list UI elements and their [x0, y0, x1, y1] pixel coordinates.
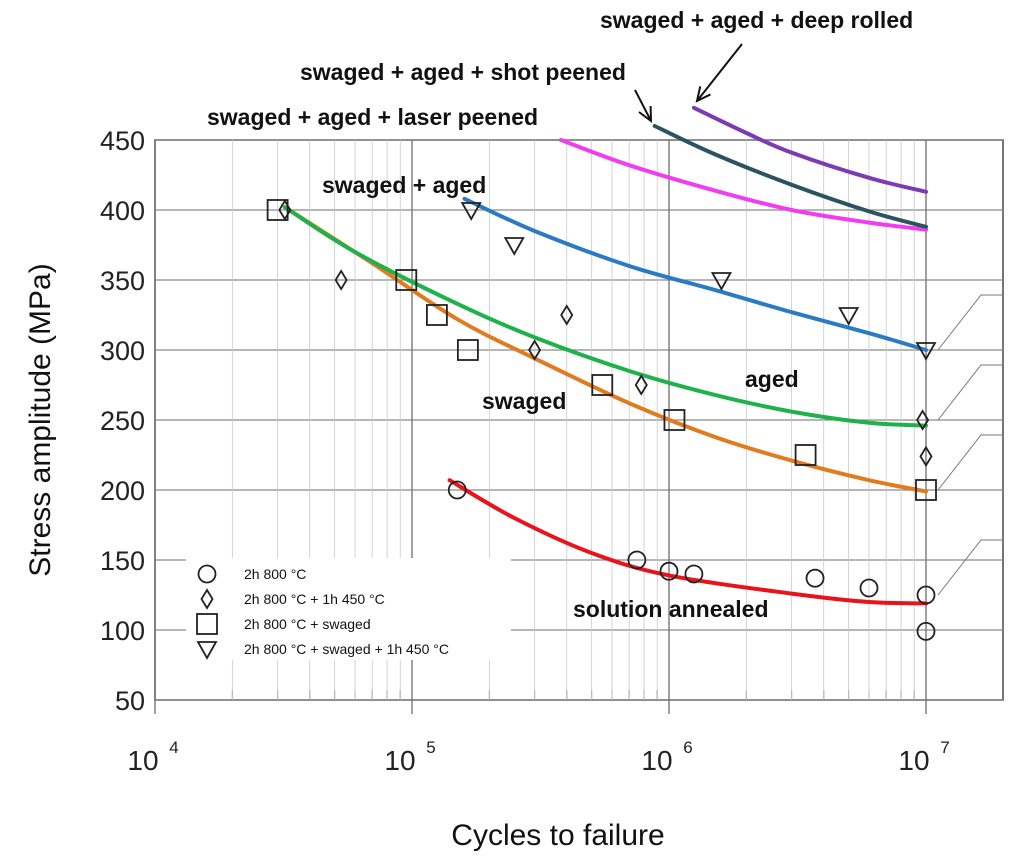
- x-tick-base: 10: [384, 745, 415, 776]
- data-markers: [266, 199, 1003, 641]
- data-point-square: [663, 409, 686, 431]
- curve-label-shot-peened: swaged + aged + shot peened: [300, 59, 626, 85]
- runout-leader: [937, 294, 1003, 351]
- data-point-circle: [916, 585, 936, 605]
- data-point-diamond: [919, 445, 933, 468]
- curve-label-swaged: swaged: [482, 388, 566, 414]
- x-tick-base: 10: [898, 745, 929, 776]
- data-point-triangle-down: [915, 342, 937, 361]
- data-point-triangle-down: [460, 202, 482, 221]
- data-point-circle: [859, 578, 879, 598]
- runout-leader: [937, 434, 1003, 491]
- curve-label-deep-rolled: swaged + aged + deep rolled: [600, 7, 913, 33]
- data-point-square: [266, 199, 289, 221]
- curve-solution-annealed: [447, 478, 928, 606]
- data-point-circle: [659, 561, 679, 581]
- x-axis-title: Cycles to failure: [451, 819, 664, 852]
- data-point-circle: [916, 622, 936, 641]
- data-point-circle: [627, 550, 647, 570]
- label-arrows: [634, 43, 743, 124]
- arrow-deep-rolled: [695, 43, 743, 103]
- y-tick-label: 300: [100, 336, 145, 366]
- grid-layer: [154, 139, 1004, 714]
- curve-aged: [282, 205, 928, 428]
- legend-marker-diamond: [200, 588, 214, 610]
- arrow-head: [638, 105, 653, 124]
- tick-labels: 50 100 150 200 250 300 350 400 450 10 4 10 5 10 6 10 7: [100, 126, 950, 776]
- data-point-square: [395, 269, 418, 291]
- legend-label: 2h 800 °C: [244, 566, 306, 582]
- data-point-diamond: [634, 374, 648, 396]
- data-point-square: [915, 479, 937, 501]
- curve-swaged: [282, 205, 928, 494]
- x-tick-exponent: 7: [940, 738, 949, 757]
- data-point-square: [426, 304, 448, 326]
- legend: 2h 800 °C 2h 800 °C + 1h 450 °C 2h 800 °C …: [186, 558, 511, 660]
- y-tick-label: 250: [100, 406, 145, 436]
- data-point-square: [456, 339, 479, 361]
- legend-marker-triangle-down: [196, 641, 218, 660]
- data-point-circle: [684, 564, 704, 584]
- arrow-head: [695, 86, 711, 103]
- curve-swaged-aged-shot-peened: [652, 124, 928, 229]
- x-tick-exponent: 5: [426, 738, 435, 757]
- y-tick-label: 50: [115, 686, 145, 716]
- legend-label: 2h 800 °C + swaged + 1h 450 °C: [244, 641, 449, 657]
- x-tick-label: 10 6: [641, 738, 692, 776]
- data-point-diamond: [916, 409, 930, 431]
- x-tick-exponent: 6: [683, 738, 692, 757]
- arrow-shaft: [634, 89, 652, 122]
- data-point-diamond: [528, 339, 542, 361]
- y-tick-label: 200: [100, 476, 145, 506]
- legend-label: 2h 800 °C + swaged: [244, 616, 371, 632]
- y-axis-title: Stress amplitude (MPa): [24, 263, 57, 576]
- legend-background: [186, 558, 511, 660]
- curve-label-swaged-aged: swaged + aged: [322, 172, 486, 198]
- x-tick-label: 10 5: [384, 738, 435, 776]
- data-point-diamond: [334, 269, 348, 291]
- x-tick-exponent: 4: [169, 738, 178, 757]
- legend-marker-square: [196, 613, 218, 635]
- curve-swaged-aged-deep-rolled: [691, 105, 928, 194]
- y-tick-label: 100: [100, 616, 145, 646]
- curve-label-aged: aged: [745, 366, 799, 392]
- curve-label-laser-peened: swaged + aged + laser peened: [207, 104, 538, 130]
- data-point-circle: [447, 480, 467, 500]
- data-point-triangle-down: [503, 237, 525, 256]
- data-point-square: [591, 374, 614, 396]
- legend-label: 2h 800 °C + 1h 450 °C: [244, 591, 385, 607]
- x-tick-base: 10: [641, 745, 672, 776]
- data-point-triangle-down: [710, 272, 732, 291]
- arrow-shot-peened: [634, 89, 653, 124]
- y-tick-label: 350: [100, 266, 145, 296]
- curve-swaged-aged-laser-peened: [559, 138, 928, 232]
- y-tick-label: 400: [100, 196, 145, 226]
- runout-leader: [937, 364, 1003, 421]
- data-point-diamond: [560, 304, 574, 326]
- data-point-triangle-down: [838, 307, 860, 326]
- runout-leader: [937, 539, 1003, 596]
- curve-label-solution-annealed: solution annealed: [573, 596, 769, 622]
- fit-curves: [282, 105, 928, 606]
- x-tick-base: 10: [127, 745, 158, 776]
- y-tick-label: 450: [100, 126, 145, 156]
- x-tick-label: 10 4: [127, 738, 178, 776]
- y-tick-label: 150: [100, 546, 145, 576]
- curve-swaged-aged: [462, 196, 928, 352]
- data-point-square: [794, 444, 817, 466]
- x-tick-label: 10 7: [898, 738, 949, 776]
- arrow-shaft: [696, 43, 743, 102]
- data-point-circle: [805, 568, 825, 588]
- legend-marker-circle: [197, 564, 217, 584]
